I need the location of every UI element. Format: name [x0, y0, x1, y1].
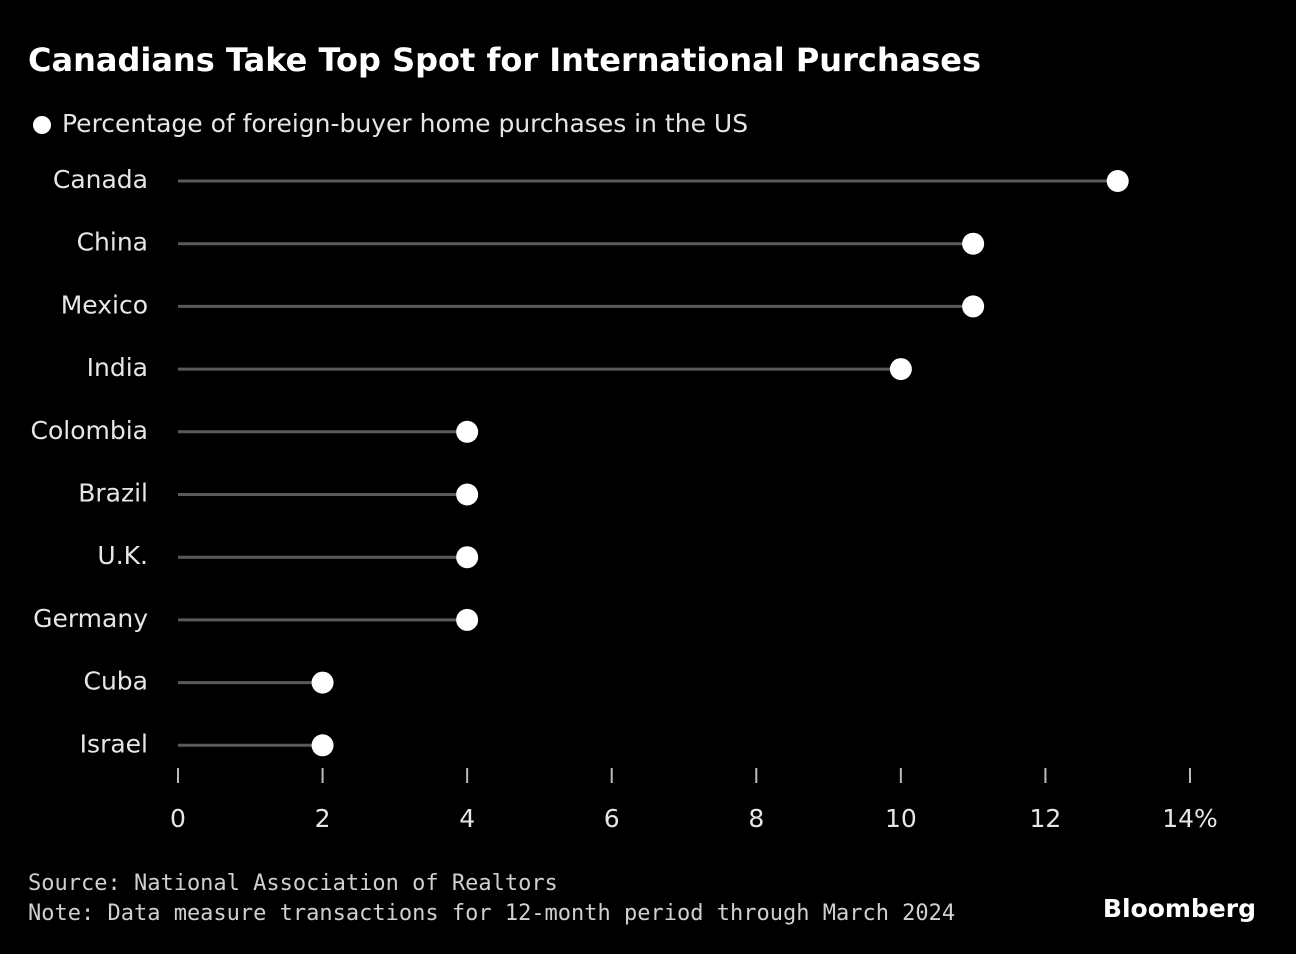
- x-tick-label: 10: [885, 804, 917, 833]
- y-tick-label: Brazil: [78, 479, 148, 508]
- dot: [456, 420, 479, 443]
- dot: [456, 546, 479, 569]
- note: Note: Data measure transactions for 12-m…: [28, 901, 955, 926]
- y-tick-label: U.K.: [97, 541, 148, 570]
- dot: [889, 358, 912, 381]
- dot: [311, 734, 334, 757]
- x-tick-label: 4: [459, 804, 475, 833]
- dot: [311, 671, 334, 694]
- y-tick-label: Israel: [80, 729, 148, 758]
- legend-marker: [33, 116, 51, 134]
- dot: [1106, 170, 1129, 192]
- x-tick-label: 12: [1030, 804, 1062, 833]
- x-tick-label: 8: [748, 804, 764, 833]
- y-tick-label: India: [87, 353, 148, 382]
- y-tick-label: Colombia: [31, 416, 148, 445]
- x-tick-label: 6: [604, 804, 620, 833]
- dot: [962, 295, 985, 318]
- dot: [962, 232, 985, 255]
- y-tick-label: Cuba: [84, 667, 149, 696]
- legend-label: Percentage of foreign-buyer home purchas…: [62, 109, 748, 138]
- x-tick-label: 2: [315, 804, 331, 833]
- dot: [456, 483, 479, 506]
- source: Source: National Association of Realtors: [28, 871, 558, 896]
- y-tick-label: Mexico: [61, 290, 148, 319]
- y-tick-label: China: [77, 228, 148, 257]
- x-tick-label: 0: [170, 804, 186, 833]
- chart-title: Canadians Take Top Spot for Internationa…: [28, 41, 981, 79]
- y-tick-label: Canada: [53, 165, 148, 194]
- brand: Bloomberg: [1103, 894, 1256, 923]
- x-tick-label: 14%: [1162, 804, 1218, 833]
- dot: [456, 608, 479, 631]
- y-tick-label: Germany: [33, 604, 148, 633]
